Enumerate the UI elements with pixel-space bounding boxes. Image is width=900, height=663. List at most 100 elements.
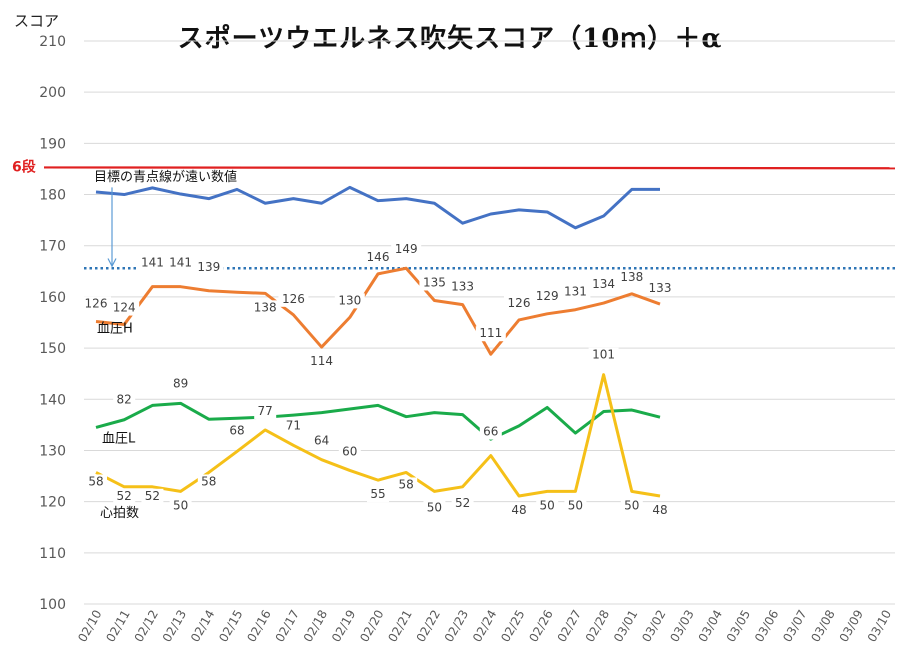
x-tick-label: 03/06 (752, 608, 781, 645)
data-label: 52 (145, 489, 160, 503)
data-label: 58 (201, 474, 216, 488)
x-tick-label: 02/14 (188, 608, 217, 645)
series-line (95, 373, 661, 498)
data-label-bg (197, 474, 220, 490)
x-tick-label: 03/02 (639, 608, 668, 645)
data-label: 133 (649, 281, 672, 295)
data-label: 149 (395, 242, 418, 256)
data-label-bg (451, 495, 474, 511)
data-label-bg (310, 433, 333, 449)
data-label: 130 (338, 293, 361, 307)
y-tick-label: 100 (39, 597, 66, 613)
data-label-bg (588, 347, 619, 363)
data-label: 50 (568, 498, 583, 512)
y-tick-label: 150 (39, 341, 66, 357)
data-label: 66 (483, 425, 498, 439)
data-label: 71 (286, 418, 301, 432)
series-label-blood-pressure-low: 血圧L (102, 431, 136, 446)
series-label-heart-rate: 心拍数 (100, 506, 139, 521)
y-axis-label: スコア (14, 12, 60, 30)
data-label: 52 (455, 496, 470, 510)
data-label-bg (226, 423, 248, 439)
data-label-bg (278, 291, 309, 307)
data-label: 58 (88, 474, 103, 488)
data-label: 50 (540, 498, 555, 512)
x-tick-label: 02/28 (583, 608, 612, 645)
x-tick-label: 03/08 (808, 608, 837, 645)
data-label-bg (588, 277, 619, 293)
data-label: 114 (310, 354, 333, 368)
y-tick-label: 120 (39, 495, 66, 511)
data-label: 52 (117, 489, 132, 503)
data-label-bg (564, 498, 587, 514)
data-label-bg (536, 498, 559, 514)
x-tick-label: 02/11 (103, 608, 132, 645)
data-label: 139 (197, 260, 220, 274)
data-label: 60 (342, 444, 357, 458)
data-label-bg (508, 503, 530, 519)
y-tick-label: 190 (39, 136, 66, 152)
data-label-bg (109, 300, 140, 316)
data-label: 48 (511, 503, 526, 517)
data-label: 64 (314, 434, 329, 448)
y-tick-label: 110 (39, 546, 66, 562)
data-label-bg (282, 418, 305, 434)
y-tick-label: 200 (39, 85, 66, 101)
y-tick-label: 210 (39, 34, 66, 50)
x-tick-label: 03/01 (611, 608, 640, 645)
x-tick-label: 02/12 (132, 608, 161, 645)
x-tick-label: 03/04 (696, 608, 725, 645)
data-label: 55 (370, 487, 385, 501)
data-label: 50 (173, 498, 188, 512)
x-tick-label: 03/03 (667, 608, 696, 645)
x-tick-label: 02/24 (470, 608, 499, 645)
data-label: 82 (117, 393, 132, 407)
data-label: 138 (254, 300, 277, 314)
data-label-bg (620, 498, 643, 514)
x-tick-label: 02/18 (301, 608, 330, 645)
x-tick-label: 03/07 (780, 608, 809, 645)
chart-title: スポーツウエルネス吹矢スコア（10ｍ）＋α (177, 24, 723, 54)
data-label-bg (141, 488, 164, 504)
data-label: 135 (423, 275, 446, 289)
x-tick-label: 02/10 (75, 608, 104, 645)
x-tick-label: 02/26 (526, 608, 555, 645)
data-label-bg (423, 500, 446, 516)
y-tick-label: 130 (39, 443, 66, 459)
data-label-bg (81, 296, 111, 312)
reference-line-label: 6段 (12, 158, 36, 175)
data-label: 89 (173, 376, 188, 390)
x-tick-label: 03/10 (865, 608, 894, 645)
x-tick-label: 02/22 (414, 608, 443, 645)
series-line (95, 185, 660, 230)
data-label-bg (419, 275, 450, 291)
x-tick-label: 03/05 (724, 608, 753, 645)
data-label-bg (649, 503, 671, 519)
data-label: 131 (564, 285, 587, 299)
data-label: 101 (592, 348, 615, 362)
data-label: 126 (282, 292, 305, 306)
data-label-bg (250, 300, 281, 316)
data-label-bg (560, 284, 591, 300)
data-label: 48 (652, 503, 667, 517)
data-label: 111 (479, 326, 502, 340)
y-tick-label: 160 (39, 290, 66, 306)
data-label-bg (169, 376, 192, 392)
data-label-bg (391, 242, 422, 258)
data-label: 138 (620, 270, 643, 284)
x-tick-label: 02/25 (498, 608, 527, 645)
x-tick-label: 02/21 (385, 608, 414, 645)
data-label: 141 (141, 256, 164, 270)
x-tick-label: 02/16 (244, 608, 273, 645)
annotation-arrowhead (107, 258, 117, 268)
data-label-bg (363, 249, 393, 265)
data-label: 133 (451, 280, 474, 294)
data-label-bg (334, 293, 365, 309)
data-label-bg (113, 488, 136, 504)
data-label-bg (193, 259, 224, 275)
data-label: 58 (399, 477, 414, 491)
data-label-bg (532, 288, 563, 304)
data-label-bg (113, 392, 136, 408)
